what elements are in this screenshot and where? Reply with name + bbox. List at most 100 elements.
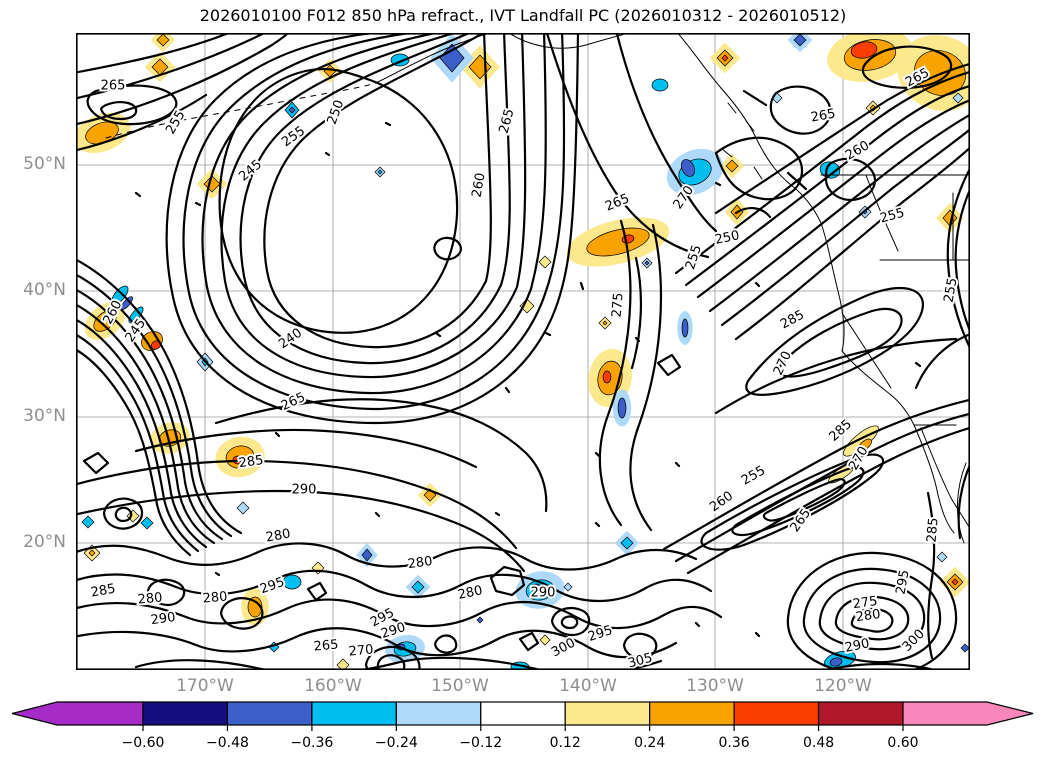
shading-patch-positive [721, 54, 729, 62]
colorbar-segment [480, 701, 566, 726]
contour-label: 250 [325, 98, 348, 126]
contour-label: 270 [348, 642, 374, 659]
shading-patch-negative [476, 616, 484, 624]
contour-label: 260 [469, 172, 488, 199]
shading-patch-negative [288, 106, 296, 114]
contour-label: 265 [313, 637, 339, 654]
x-tick-label: 160°W [304, 676, 362, 696]
x-tick-label: 120°W [814, 676, 872, 696]
contour-label: 280 [137, 590, 163, 607]
contour-label: 290 [531, 586, 556, 601]
y-tick-label: 50°N [23, 154, 66, 174]
shading-patch-negative [651, 78, 669, 92]
shading-patch-positive [602, 370, 612, 384]
shading-patch-negative [81, 515, 95, 529]
contour-label: 285 [238, 453, 265, 471]
shading-patch-negative [377, 169, 383, 175]
shading-patch-negative [530, 583, 542, 593]
contour-label: 275 [609, 292, 626, 318]
contour-label: 265 [101, 79, 126, 94]
colorbar-segment [649, 701, 735, 726]
contour-label: 255 [739, 463, 768, 488]
colorbar-tick-label: 0.48 [803, 735, 834, 751]
contour-label: 280 [265, 526, 292, 545]
colorbar-segment [564, 701, 651, 726]
shading-patch-negative [236, 501, 250, 515]
contour-label: 295 [258, 575, 286, 598]
contour-label: 280 [407, 554, 434, 572]
colorbar-segment [142, 701, 229, 726]
y-tick-label: 20°N [23, 532, 66, 552]
shading-patch-negative [620, 536, 634, 550]
shading-patch-negative [111, 285, 129, 305]
colorbar-segment [311, 701, 397, 726]
shading-patch-positive [336, 658, 350, 670]
shading-patch-negative [563, 582, 573, 592]
shading-patch-positive [519, 298, 535, 314]
shading-patch-positive [88, 549, 96, 557]
x-tick-label: 140°W [559, 676, 617, 696]
shading-patch-negative [829, 657, 843, 667]
shading-patch-positive [586, 227, 650, 257]
shading-patch-positive [247, 596, 263, 618]
y-tick-label: 30°N [23, 406, 66, 426]
shading-patch-negative [681, 318, 689, 338]
colorbar-tick-label: 0.24 [634, 735, 665, 751]
colorbar-segment [395, 701, 482, 726]
shading-patch-negative [952, 92, 964, 104]
shading-patches [76, 33, 970, 670]
shading-patch-positive [858, 438, 872, 452]
contour-label: 285 [90, 581, 117, 600]
shading-patch-positive [951, 578, 959, 586]
contour-label: 295 [893, 569, 912, 596]
shading-patch-negative [128, 306, 144, 324]
shading-patch-negative [282, 574, 302, 590]
contour-label: 255 [878, 206, 906, 227]
shading-patch-positive [725, 159, 739, 173]
colorbar-segment [226, 701, 313, 726]
colorbar-tick-label: −0.36 [290, 735, 333, 751]
shading-patch-positive [850, 41, 878, 59]
coastlines [105, 33, 970, 544]
contour-label: 280 [855, 607, 882, 625]
shading-patch-negative [644, 260, 650, 266]
map-border [76, 33, 970, 670]
contour-label: 280 [457, 583, 484, 603]
contour-label: 250 [714, 228, 741, 248]
colorbar-tick-label: −0.12 [459, 735, 502, 751]
shading-patch-negative [793, 33, 807, 47]
map-plot-area: 265 255 250 255 245 265 260 240 265 285 290 245 260 2… [76, 33, 970, 670]
contour-label: 255 [941, 277, 960, 304]
colorbar-tick-label: 0.36 [719, 735, 750, 751]
contour-label: 295 [586, 623, 614, 645]
colorbar-extend-high [902, 701, 1034, 726]
colorbar-segment [733, 701, 820, 726]
gridlines [76, 33, 970, 670]
colorbar-tick-label: −0.24 [375, 735, 418, 751]
contour-label: 255 [163, 108, 188, 137]
contour-label: 290 [844, 636, 871, 656]
contour-label: 285 [826, 417, 854, 445]
contour-label: 265 [810, 106, 837, 125]
colorbar: −0.60 −0.48 −0.36 −0.24 −0.12 0.12 0.24 0.36 0.4… [12, 701, 1034, 751]
colorbar-tick-label: −0.60 [122, 735, 165, 751]
shading-patch-negative [960, 643, 970, 653]
shading-patch-negative [936, 551, 948, 563]
contour-lines [76, 33, 970, 670]
contour-label: 290 [292, 483, 317, 498]
contour-label: 265 [603, 191, 632, 214]
colorbar-segment [817, 701, 904, 726]
colorbar-tick-label: −0.48 [206, 735, 249, 751]
x-tick-label: 130°W [686, 676, 744, 696]
contour-label: 265 [497, 107, 518, 135]
shading-patch-positive [602, 320, 608, 326]
shading-patch-positive [539, 634, 551, 646]
colorbar-tick-label: 0.12 [550, 735, 581, 751]
y-tick-label: 40°N [23, 280, 66, 300]
shading-patch-negative [411, 580, 425, 594]
contour-label: 275 [852, 594, 879, 612]
colorbar-tick-label: 0.60 [887, 735, 918, 751]
shading-patch-positive [156, 33, 170, 47]
